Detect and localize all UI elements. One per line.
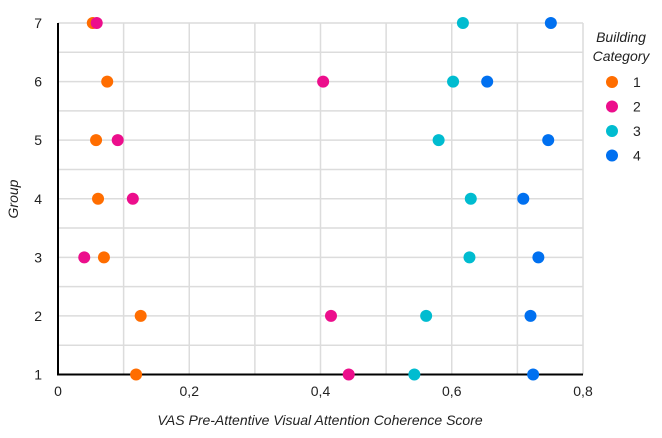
y-tick-label: 2	[34, 308, 42, 324]
data-point	[542, 134, 555, 147]
data-point	[78, 251, 91, 264]
y-tick-label: 5	[34, 132, 42, 148]
data-point	[126, 192, 139, 205]
legend-label: 4	[633, 148, 641, 164]
data-point	[130, 368, 143, 381]
data-point	[420, 309, 433, 322]
x-tick-label: 0,6	[442, 383, 462, 399]
data-point	[544, 17, 557, 29]
data-point	[317, 75, 330, 88]
y-tick-label: 3	[34, 249, 42, 265]
legend-title-line-1: Building	[596, 29, 646, 45]
data-point	[325, 309, 337, 322]
data-point	[517, 192, 530, 205]
legend-marker	[606, 100, 618, 113]
data-point	[101, 75, 114, 88]
series-2	[78, 17, 355, 381]
legend-marker	[606, 76, 618, 88]
y-tick-label: 6	[34, 74, 42, 90]
legend-label: 2	[633, 99, 641, 115]
data-point	[464, 192, 477, 205]
data-point	[532, 251, 545, 264]
data-point	[97, 251, 110, 264]
data-point	[432, 134, 445, 147]
x-axis-title: VAS Pre-Attentive Visual Attention Coher…	[157, 412, 483, 428]
data-point	[111, 134, 124, 147]
legend-item-1: 1	[606, 74, 641, 90]
data-point	[90, 134, 103, 147]
data-point	[90, 17, 103, 29]
data-point	[92, 192, 105, 205]
legend: Building Category 1 2 3 4	[593, 29, 651, 164]
legend-item-4: 4	[606, 148, 641, 164]
legend-marker	[606, 125, 618, 137]
x-tick-label: 0	[54, 383, 62, 399]
data-point	[408, 368, 421, 381]
legend-items: 1 2 3 4	[606, 74, 641, 164]
legend-marker	[606, 149, 618, 162]
series-4	[481, 17, 557, 381]
data-point	[134, 309, 147, 322]
legend-label: 1	[633, 74, 641, 90]
legend-item-3: 3	[606, 123, 641, 139]
x-tick-label: 0,2	[180, 383, 200, 399]
y-tick-labels: 1 2 3 4 5 6 7	[34, 15, 42, 383]
x-tick-label: 0,8	[573, 383, 593, 399]
y-axis-title: Group	[5, 179, 21, 218]
data-point	[342, 368, 355, 381]
axes	[57, 23, 583, 376]
x-tick-label: 0,4	[311, 383, 331, 399]
data-point	[527, 368, 540, 381]
legend-title-line-2: Category	[593, 48, 651, 64]
y-tick-label: 1	[34, 367, 42, 383]
data-point	[481, 75, 494, 88]
data-point	[463, 251, 476, 264]
data-point	[456, 17, 469, 29]
data-point	[447, 75, 460, 88]
x-tick-labels: 0 0,2 0,4 0,6 0,8	[54, 383, 593, 399]
series-3	[408, 17, 477, 381]
data-point	[524, 309, 537, 322]
y-tick-label: 7	[34, 15, 42, 31]
legend-label: 3	[633, 123, 641, 139]
legend-item-2: 2	[606, 99, 641, 115]
data-points	[78, 17, 557, 381]
y-tick-label: 4	[34, 191, 42, 207]
